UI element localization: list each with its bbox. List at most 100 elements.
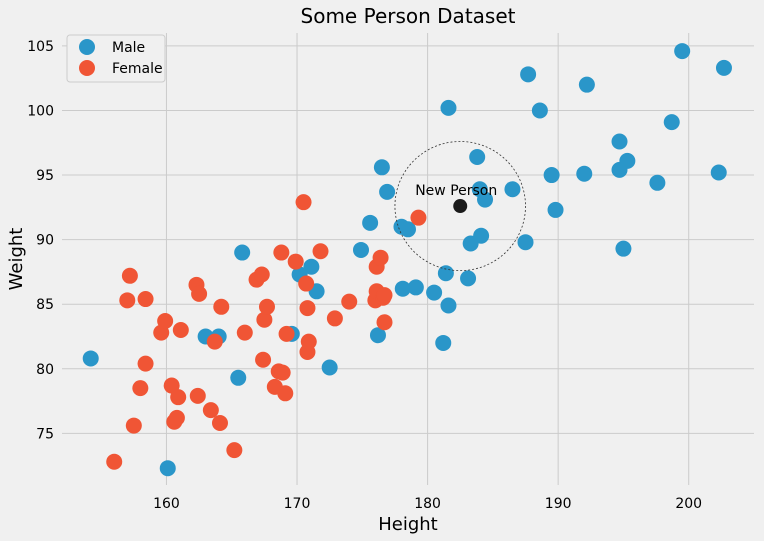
point-male <box>578 76 595 93</box>
grid <box>62 33 754 485</box>
data-points <box>82 43 732 477</box>
x-tick-label: 170 <box>284 496 311 512</box>
point-male <box>710 164 727 181</box>
x-tick-label: 190 <box>545 496 572 512</box>
point-male <box>619 152 636 169</box>
point-female <box>299 300 316 317</box>
point-female <box>277 385 294 402</box>
point-male <box>426 284 443 301</box>
point-female <box>172 322 189 339</box>
plot-area <box>62 33 754 485</box>
point-male <box>394 280 411 297</box>
point-male <box>437 265 454 282</box>
point-female <box>376 314 393 331</box>
x-tick-label: 200 <box>675 496 702 512</box>
point-male <box>159 460 176 477</box>
new-person-point <box>453 199 468 214</box>
point-male <box>547 201 564 218</box>
y-tick-labels: 75 80 85 90 95 100 105 <box>27 39 54 442</box>
point-male <box>531 102 548 119</box>
point-female <box>119 292 136 309</box>
point-male <box>373 159 390 176</box>
point-female <box>170 389 187 406</box>
x-tick-label: 160 <box>153 496 180 512</box>
point-female <box>211 415 228 432</box>
point-female <box>298 275 315 292</box>
point-female <box>202 402 219 419</box>
legend-label-female: Female <box>112 61 163 77</box>
point-female <box>410 209 427 226</box>
point-male <box>440 99 457 116</box>
point-female <box>256 311 273 328</box>
point-female <box>295 194 312 211</box>
legend-marker-male <box>79 39 95 55</box>
point-female <box>163 377 180 394</box>
chart-title: Some Person Dataset <box>301 4 516 28</box>
point-male <box>477 191 494 208</box>
point-female <box>191 285 208 302</box>
point-male <box>520 66 537 83</box>
point-female <box>278 325 295 342</box>
legend: Male Female <box>66 34 166 83</box>
point-male <box>663 114 680 131</box>
point-female <box>255 351 272 368</box>
legend-label-male: Male <box>112 40 145 56</box>
x-axis-title: Height <box>378 514 438 535</box>
point-male <box>615 240 632 257</box>
point-male <box>611 133 628 150</box>
y-tick-label: 100 <box>27 103 54 119</box>
x-tick-label: 180 <box>414 496 441 512</box>
point-female <box>125 417 142 434</box>
point-male <box>435 334 452 351</box>
point-female <box>258 298 275 315</box>
point-female <box>372 249 389 266</box>
point-male <box>303 258 320 275</box>
point-male <box>234 244 251 261</box>
y-axis-title: Weight <box>6 228 27 291</box>
point-male <box>400 221 416 238</box>
point-female <box>312 243 329 260</box>
point-male <box>407 279 424 296</box>
point-male <box>352 241 369 258</box>
point-male <box>473 227 490 244</box>
point-female <box>273 244 290 261</box>
point-female <box>274 364 291 381</box>
point-male <box>230 369 247 386</box>
new-person-highlight: New Person <box>394 141 526 272</box>
point-female <box>300 333 317 350</box>
point-female <box>132 380 149 397</box>
point-female <box>326 310 343 327</box>
point-female <box>189 387 206 404</box>
point-female <box>226 442 243 459</box>
point-male <box>440 297 457 314</box>
point-male <box>469 148 486 165</box>
y-tick-label: 80 <box>36 362 54 378</box>
point-female <box>121 267 138 284</box>
neighborhood-circle <box>394 141 526 272</box>
point-male <box>82 350 99 367</box>
point-female <box>137 291 154 308</box>
point-male <box>362 214 379 231</box>
point-female <box>157 312 174 329</box>
point-female <box>137 355 154 372</box>
point-male <box>460 270 477 287</box>
point-female <box>213 298 230 315</box>
point-male <box>517 234 534 251</box>
point-female <box>341 293 358 310</box>
y-tick-label: 90 <box>36 233 54 249</box>
point-female <box>206 333 223 350</box>
point-female <box>236 324 253 341</box>
point-male <box>543 167 560 184</box>
x-tick-labels: 160 170 180 190 200 <box>153 496 702 512</box>
y-tick-label: 75 <box>36 426 54 442</box>
point-male <box>715 59 732 76</box>
point-female <box>253 266 270 283</box>
point-male <box>379 183 396 200</box>
point-female <box>106 453 123 470</box>
point-male <box>674 43 691 60</box>
point-female <box>168 409 185 426</box>
point-female <box>287 253 304 270</box>
new-person-label: New Person <box>415 183 497 199</box>
point-male <box>576 165 593 182</box>
